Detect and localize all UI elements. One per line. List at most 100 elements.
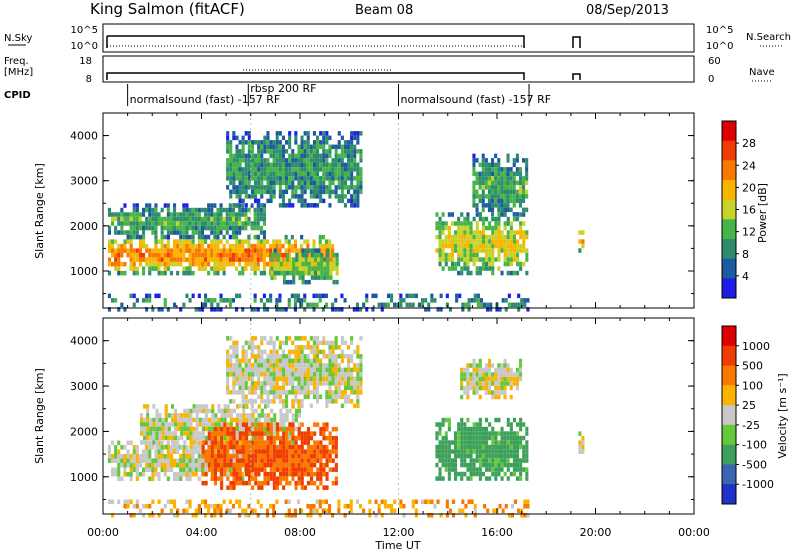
echo-cell <box>129 239 133 244</box>
echo-cell <box>273 261 277 267</box>
echo-cell <box>226 404 230 409</box>
echo-cell <box>393 499 397 504</box>
echo-cell <box>197 248 201 253</box>
echo-cell <box>501 298 505 303</box>
echo-cell <box>356 162 360 168</box>
echo-cell <box>497 266 501 271</box>
echo-cell <box>263 149 267 154</box>
echo-cell <box>303 180 307 186</box>
echo-cell <box>241 225 245 231</box>
echo-cell <box>497 171 501 177</box>
echo-cell <box>303 298 307 303</box>
echo-cell <box>263 422 267 427</box>
echo-cell <box>269 162 273 168</box>
echo-cell <box>316 345 320 350</box>
echo-cell <box>518 198 522 204</box>
echo-cell <box>164 417 168 423</box>
echo-cell <box>275 239 279 244</box>
echo-cell <box>450 243 454 249</box>
echo-cell <box>578 248 582 253</box>
echo-cell <box>481 435 485 441</box>
echo-cell <box>275 158 279 163</box>
echo-cell <box>229 140 233 145</box>
echo-cell <box>306 239 310 244</box>
echo-cell <box>306 367 310 373</box>
echo-cell <box>179 248 183 253</box>
echo-cell <box>509 167 513 172</box>
echo-cell <box>519 476 523 481</box>
echo-cell <box>454 440 458 445</box>
echo-cell <box>254 467 258 472</box>
echo-cell <box>170 422 174 427</box>
echo-cell <box>294 485 298 490</box>
echo-cell <box>325 189 329 195</box>
echo-cell <box>497 444 501 450</box>
echo-cell <box>316 453 320 459</box>
echo-cell <box>278 140 282 145</box>
echo-cell <box>260 413 264 418</box>
echo-cell <box>491 167 495 172</box>
echo-cell <box>179 476 183 481</box>
echo-cell <box>485 462 489 468</box>
echo-cell <box>179 261 183 267</box>
echo-cell <box>248 480 252 486</box>
echo-cell <box>145 504 149 509</box>
echo-cell <box>223 440 227 445</box>
echo-cell <box>297 358 301 364</box>
echo-cell <box>135 445 139 450</box>
echo-cell <box>288 354 292 359</box>
echo-cell <box>269 399 273 404</box>
echo-cell <box>225 221 229 226</box>
echo-cell <box>282 279 286 285</box>
echo-cell <box>335 252 339 258</box>
echo-cell <box>469 458 473 463</box>
echo-cell <box>269 453 273 459</box>
echo-cell <box>238 462 242 468</box>
echo-cell <box>325 340 329 346</box>
echo-cell <box>328 135 332 141</box>
echo-cell <box>285 426 289 432</box>
echo-cell <box>204 467 208 472</box>
echo-cell <box>275 354 279 359</box>
echo-cell <box>309 367 313 373</box>
echo-cell <box>322 162 326 168</box>
velocity-ylabel: Slant Range [km] <box>33 368 46 464</box>
echo-cell <box>257 354 261 359</box>
echo-cell <box>310 476 314 481</box>
echo-cell <box>263 426 267 432</box>
echo-cell <box>220 453 224 459</box>
echo-cell <box>157 239 161 244</box>
echo-cell <box>291 158 295 163</box>
echo-cell <box>518 171 522 177</box>
echo-cell <box>154 257 158 262</box>
echo-cell <box>281 203 285 208</box>
echo-cell <box>160 248 164 253</box>
echo-cell <box>185 257 189 262</box>
echo-cell <box>359 149 363 154</box>
echo-cell <box>222 298 226 303</box>
echo-cell <box>337 307 341 312</box>
echo-cell <box>522 248 526 253</box>
echo-cell <box>509 221 513 226</box>
echo-cell <box>229 485 233 490</box>
echo-cell <box>285 185 289 190</box>
echo-cell <box>123 499 127 504</box>
colorbar-swatch <box>722 219 736 240</box>
echo-cell <box>180 444 184 450</box>
echo-cell <box>263 336 267 341</box>
echo-cell <box>262 261 266 267</box>
echo-cell <box>512 381 516 386</box>
echo-cell <box>247 180 251 186</box>
echo-cell <box>135 454 139 459</box>
echo-cell <box>232 435 236 441</box>
echo-cell <box>294 158 298 163</box>
echo-cell <box>201 453 205 459</box>
echo-cell <box>301 270 305 276</box>
echo-cell <box>306 376 310 382</box>
echo-cell <box>519 367 523 373</box>
echo-cell <box>485 467 489 472</box>
echo-cell <box>135 207 139 213</box>
echo-cell <box>436 307 440 312</box>
echo-cell <box>488 239 492 244</box>
echo-cell <box>517 302 521 308</box>
